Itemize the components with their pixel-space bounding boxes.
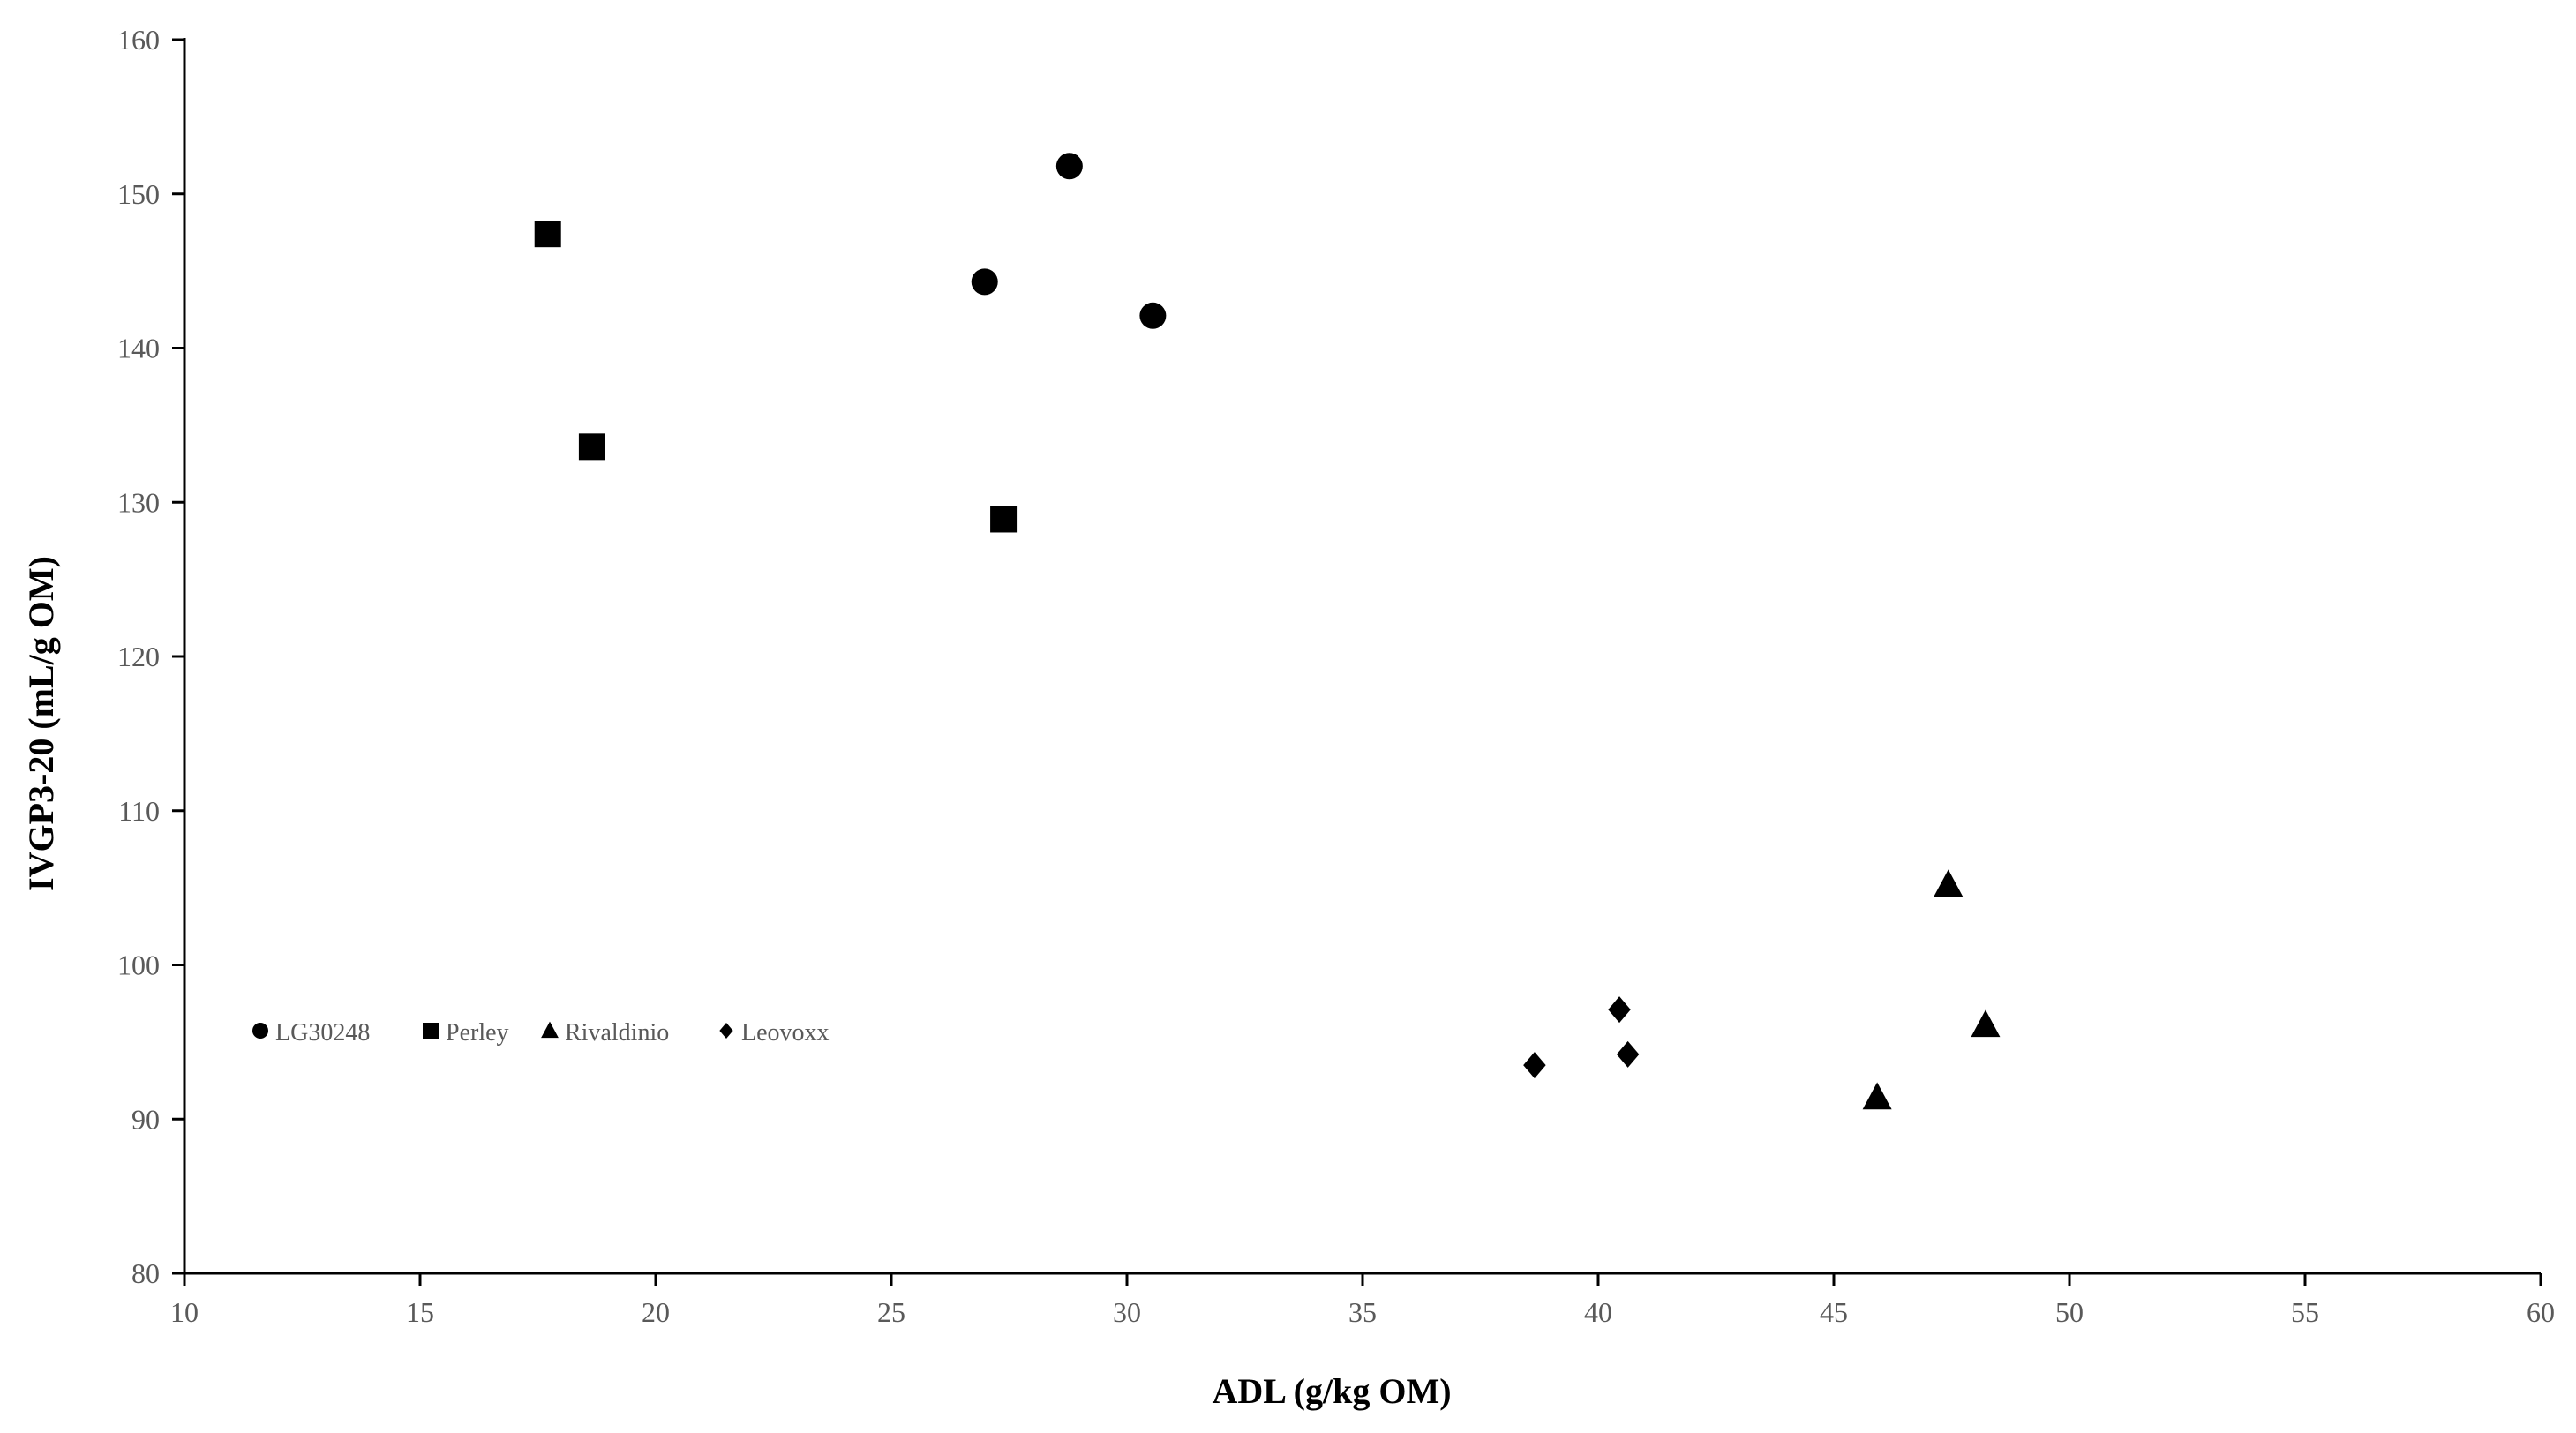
y-tick-label: 160 [117,24,160,56]
x-axis-title: ADL (g/kg OM) [1212,1371,1451,1411]
x-tick-label: 35 [1348,1296,1377,1328]
data-point [578,433,605,461]
y-axis-title: IVGP3-20 (mL/g OM) [21,556,61,891]
series-lg30248 [971,153,1167,329]
data-point [1055,153,1083,180]
y-tick-label: 140 [117,333,160,364]
series-perley [534,221,1018,533]
x-tick-label: 30 [1113,1296,1141,1328]
x-tick-label: 20 [642,1296,670,1328]
series-leovoxx [1523,996,1640,1079]
data-point [990,506,1018,533]
y-axis-ticks: 80 90 100 110 120 130 140 150 160 [117,24,184,1289]
x-tick-label: 60 [2527,1296,2555,1328]
data-point [1971,1009,2001,1038]
data-point [1862,1082,1892,1110]
data-point [1934,869,1964,897]
data-point [534,221,561,248]
x-tick-label: 15 [406,1296,434,1328]
legend-marker [252,1023,268,1039]
x-tick-label: 10 [170,1296,199,1328]
y-tick-label: 120 [117,641,160,672]
data-point [1616,1040,1640,1068]
legend-label: Leovoxx [741,1019,830,1047]
y-tick-label: 110 [118,795,160,827]
legend-marker [423,1023,439,1039]
x-axis-ticks: 10 15 20 25 30 35 40 45 50 55 60 [170,1273,2555,1328]
data-point [971,268,998,296]
x-tick-label: 50 [2055,1296,2084,1328]
legend-label: Perley [446,1019,509,1047]
legend-marker [719,1023,733,1039]
y-tick-label: 100 [117,949,160,981]
data-point [1139,302,1167,329]
data-point [1523,1052,1546,1079]
data-points [534,153,2001,1110]
x-tick-label: 40 [1584,1296,1612,1328]
legend-marker [541,1021,559,1039]
y-tick-label: 130 [117,486,160,518]
y-tick-label: 150 [117,178,160,210]
legend: LG30248 Perley Rivaldinio Leovoxx [252,1019,830,1047]
y-tick-label: 90 [131,1103,160,1135]
y-tick-label: 80 [131,1257,160,1289]
x-tick-label: 45 [1820,1296,1848,1328]
x-tick-label: 55 [2291,1296,2319,1328]
x-tick-label: 25 [877,1296,905,1328]
series-rivaldinio [1862,869,2001,1110]
legend-label: LG30248 [275,1019,370,1047]
data-point [1608,996,1631,1024]
legend-label: Rivaldinio [565,1019,669,1047]
